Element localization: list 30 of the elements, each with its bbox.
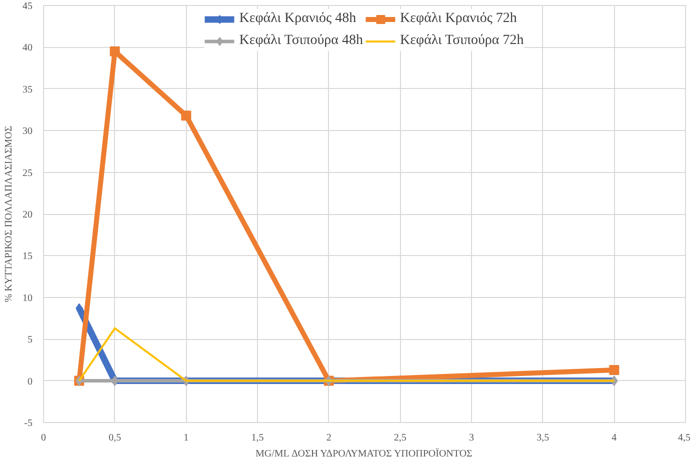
x-tick-label: 2 <box>326 432 332 444</box>
x-tick-label: 2,5 <box>394 432 406 444</box>
legend-label: Κεφάλι Τσιπούρα 72h <box>400 33 524 49</box>
y-tick-label: 35 <box>22 84 32 96</box>
y-tick-label: 20 <box>22 210 32 220</box>
x-axis-title: MG/ML ΔΟΣΗ ΥΔΡΟΛΥΜΑΤΟΣ ΥΠΟΠΡΟΪΟΝΤΟΣ <box>256 448 473 460</box>
point <box>110 46 120 56</box>
x-tick-label: 0,5 <box>108 432 122 444</box>
y-tick-label: 25 <box>22 168 32 179</box>
x-tick-label: 3 <box>469 432 474 444</box>
point <box>181 110 192 121</box>
x-tick-label: 3,5 <box>536 432 550 444</box>
y-tick-label: 15 <box>22 251 32 262</box>
x-tick-label: 1 <box>184 432 189 444</box>
y-tick-label: 30 <box>22 126 32 138</box>
y-tick-label: 5 <box>28 334 32 346</box>
y-tick-label: 10 <box>22 292 32 304</box>
point <box>609 364 620 375</box>
x-tick-label: 4,5 <box>678 432 690 444</box>
legend-label: Κεφάλι Κρανιός 72h <box>400 11 517 27</box>
legend-label: Κεφάλι Κρανιός 48h <box>239 11 356 27</box>
x-tick-label: 4 <box>612 432 617 444</box>
y-tick-label: 0 <box>28 376 32 388</box>
x-tick-label: 0 <box>41 432 46 444</box>
legend-label: Κεφάλι Τσιπούρα 48h <box>239 33 363 49</box>
y-tick-label: -5 <box>24 418 33 429</box>
x-tick-label: 1,5 <box>251 432 264 444</box>
y-axis-title: % ΚΥΤΤΑΡΙΚΟΣ ΠΟΛΛΑΠΛΑΣΙΑΣΜΟΣ <box>4 126 14 302</box>
y-tick-label: 40 <box>22 42 32 54</box>
y-tick-label: 45 <box>22 1 32 12</box>
